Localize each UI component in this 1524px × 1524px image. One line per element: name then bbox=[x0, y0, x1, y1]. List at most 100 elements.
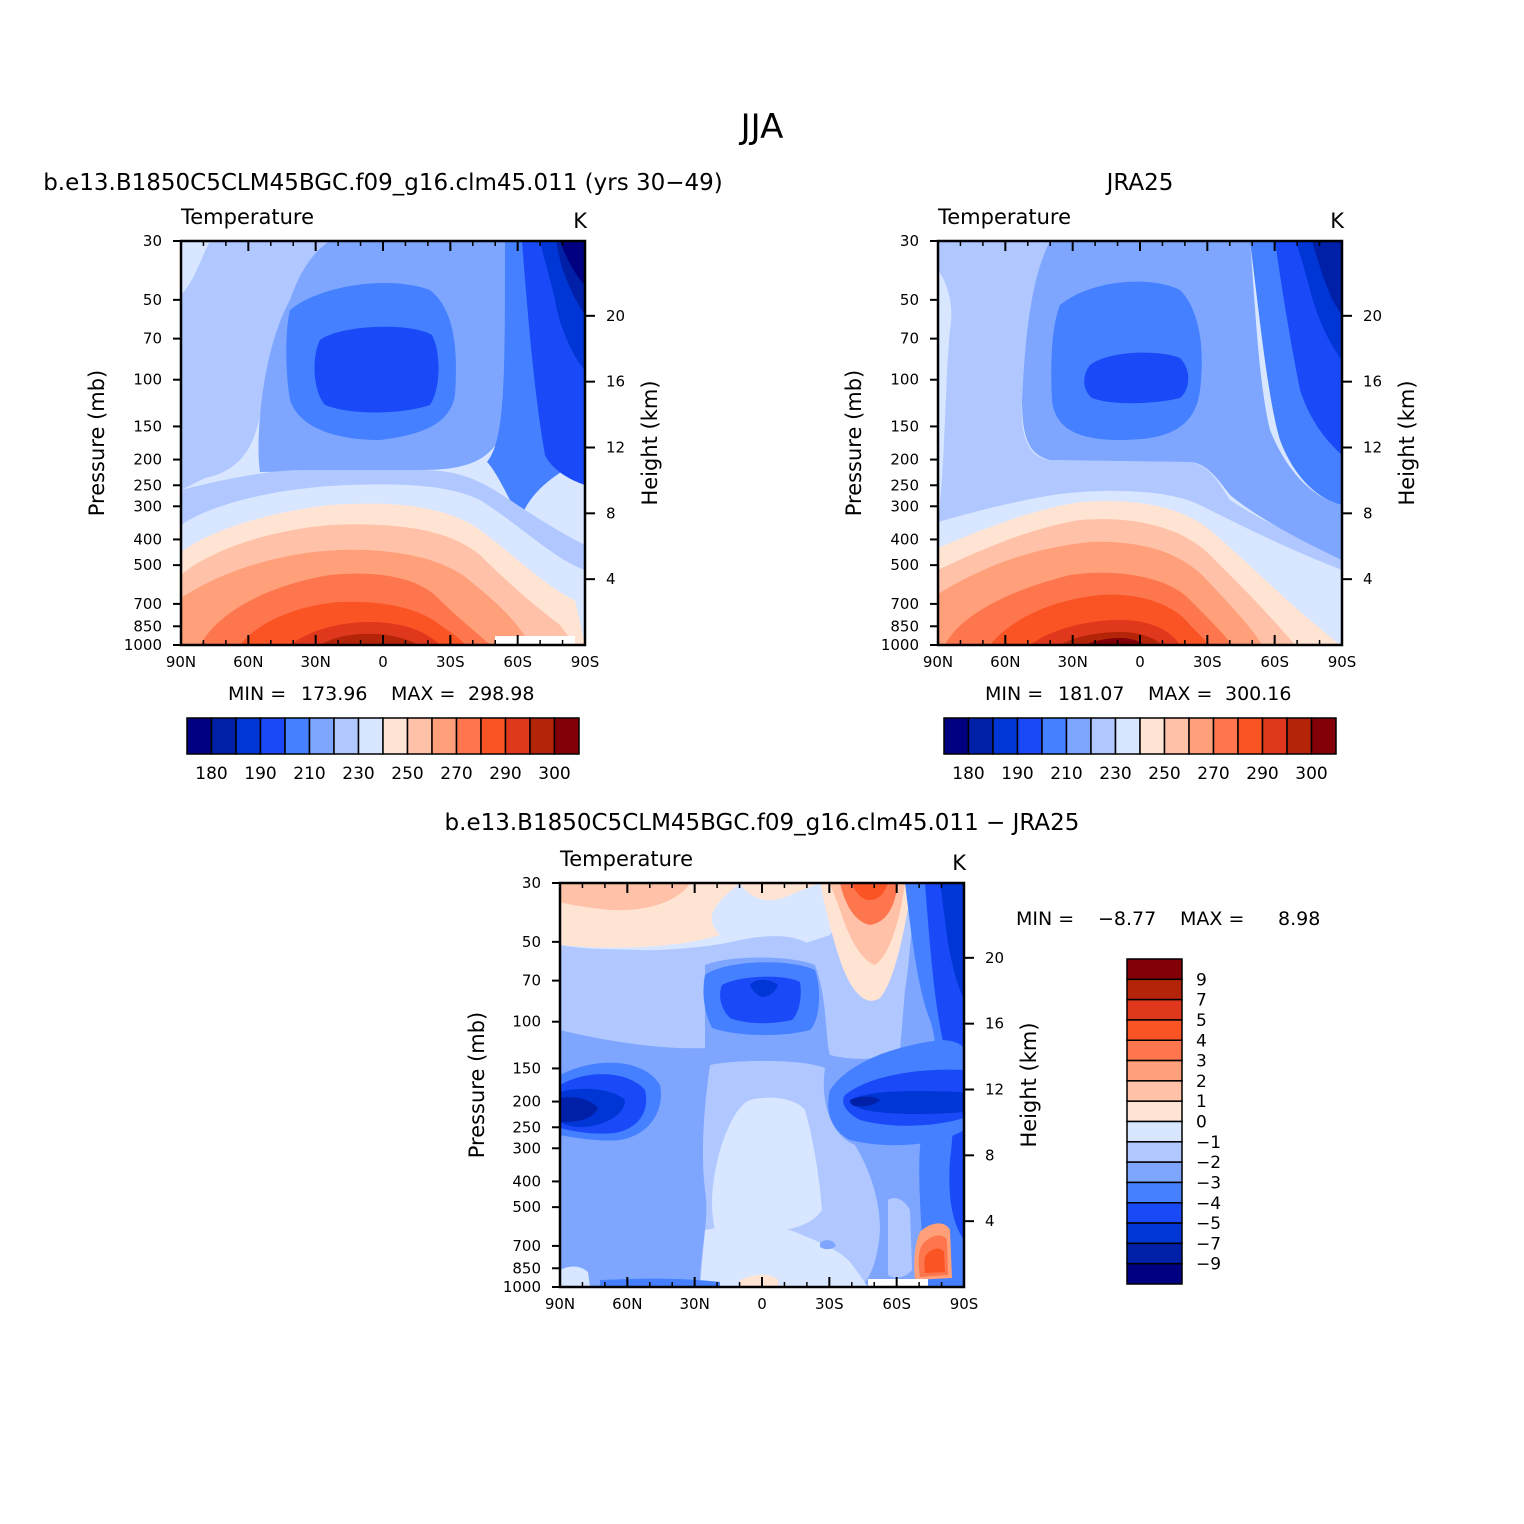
colorbar-box bbox=[480, 717, 507, 755]
x-tick-label: 30N bbox=[1058, 653, 1088, 671]
y-tick-label: 700 bbox=[133, 595, 162, 613]
panel-diff-min-label: MIN = bbox=[1016, 908, 1074, 930]
colorbar-box bbox=[1126, 1242, 1183, 1265]
x-tick-label: 90N bbox=[166, 653, 196, 671]
panel-obs-y2label: Height (km) bbox=[1395, 380, 1419, 505]
y-tick-label: 150 bbox=[133, 417, 162, 435]
y2-tick-label: 16 bbox=[985, 1015, 1004, 1033]
y2-tick-label: 8 bbox=[1363, 504, 1373, 522]
y-tick-label: 1000 bbox=[881, 636, 919, 654]
x-tick-label: 60S bbox=[882, 1295, 911, 1313]
y2-tick-label: 4 bbox=[606, 570, 616, 588]
y2-tick-label: 12 bbox=[606, 438, 625, 456]
colorbar-box bbox=[210, 717, 237, 755]
y-tick-label: 50 bbox=[900, 291, 919, 309]
y-tick-label: 1000 bbox=[124, 636, 162, 654]
y-tick-label: 500 bbox=[512, 1198, 541, 1216]
colorbar-label: 4 bbox=[1196, 1031, 1207, 1051]
y-tick-label: 300 bbox=[512, 1139, 541, 1157]
colorbar-box bbox=[1188, 717, 1215, 755]
y-tick-label: 250 bbox=[890, 476, 919, 494]
y-tick-label: 1000 bbox=[503, 1278, 541, 1296]
panel-diff-units: K bbox=[952, 851, 967, 875]
x-tick-label: 60N bbox=[990, 653, 1020, 671]
colorbar-box bbox=[1126, 1141, 1183, 1163]
panel-model-units: K bbox=[573, 209, 588, 233]
colorbar-label: 290 bbox=[1246, 764, 1278, 784]
colorbar-label: 7 bbox=[1196, 991, 1207, 1011]
y2-tick-label: 20 bbox=[1363, 307, 1382, 325]
colorbar-box bbox=[186, 717, 213, 755]
y-tick-label: 100 bbox=[890, 371, 919, 389]
x-tick-label: 60N bbox=[233, 653, 263, 671]
colorbar-box bbox=[1041, 717, 1068, 755]
colorbar-box bbox=[1114, 717, 1141, 755]
panel-obs-ticks: 90N 60N 30N 0 30S 60S 90S 30 50 70 100 150 200 250 300… bbox=[881, 232, 1382, 671]
y-tick-label: 70 bbox=[143, 330, 162, 348]
colorbar-box bbox=[1126, 1059, 1183, 1082]
y-tick-label: 50 bbox=[522, 933, 541, 951]
colorbar-box bbox=[1126, 1019, 1183, 1041]
colorbar-label: −9 bbox=[1196, 1255, 1221, 1275]
colorbar-box bbox=[1126, 1181, 1183, 1204]
colorbar-box bbox=[1126, 958, 1183, 981]
panel-diff-variable: Temperature bbox=[559, 847, 693, 871]
panel-model: b.e13.B1850C5CLM45BGC.f09_g16.clm45.011 … bbox=[43, 170, 723, 784]
panel-obs-max-value: 300.16 bbox=[1225, 683, 1291, 705]
y-tick-label: 850 bbox=[512, 1259, 541, 1277]
colorbar-box bbox=[1126, 1039, 1183, 1062]
figure-title: JJA bbox=[739, 107, 784, 147]
panel-model-ylabel: Pressure (mb) bbox=[85, 370, 109, 517]
colorbar-label: −2 bbox=[1196, 1153, 1221, 1173]
x-tick-label: 30S bbox=[1193, 653, 1222, 671]
panel-diff-max-value: 8.98 bbox=[1278, 908, 1320, 930]
x-tick-label: 30N bbox=[301, 653, 331, 671]
y-tick-label: 250 bbox=[512, 1118, 541, 1136]
colorbar-label: 190 bbox=[1001, 764, 1033, 784]
y-tick-label: 200 bbox=[890, 451, 919, 469]
colorbar-box bbox=[967, 717, 994, 755]
colorbar-label: 270 bbox=[440, 764, 472, 784]
y-tick-label: 30 bbox=[143, 232, 162, 250]
y-tick-label: 400 bbox=[133, 530, 162, 548]
x-tick-label: 90N bbox=[545, 1295, 575, 1313]
panel-obs-colorbar: 180 190 210 230 250 270 290 300 bbox=[943, 717, 1337, 784]
colorbar-box bbox=[1310, 717, 1337, 755]
colorbar-label: 1 bbox=[1196, 1092, 1207, 1112]
y-tick-label: 400 bbox=[890, 530, 919, 548]
colorbar-box bbox=[1212, 717, 1239, 755]
colorbar-box bbox=[943, 717, 970, 755]
colorbar-box bbox=[455, 717, 482, 755]
panel-diff-ylabel: Pressure (mb) bbox=[465, 1012, 489, 1159]
y-tick-label: 70 bbox=[522, 972, 541, 990]
y2-tick-label: 20 bbox=[606, 307, 625, 325]
colorbar-box bbox=[1126, 1161, 1183, 1184]
colorbar-box bbox=[1126, 1100, 1183, 1123]
colorbar-box bbox=[357, 717, 384, 755]
y2-tick-label: 4 bbox=[985, 1212, 995, 1230]
colorbar-box bbox=[1126, 1222, 1183, 1245]
panel-obs-max-label: MAX = bbox=[1148, 683, 1212, 705]
colorbar-box bbox=[333, 717, 360, 755]
y-tick-label: 300 bbox=[890, 497, 919, 515]
x-tick-label: 30N bbox=[680, 1295, 710, 1313]
colorbar-box bbox=[308, 717, 335, 755]
y-tick-label: 150 bbox=[512, 1059, 541, 1077]
colorbar-label: 230 bbox=[342, 764, 374, 784]
colorbar-box bbox=[1126, 978, 1183, 1001]
x-tick-label: 60S bbox=[1260, 653, 1289, 671]
panel-diff-ticks: 90N 60N 30N 0 30S 60S 90S 30 50 70 100 150 200 250 300… bbox=[503, 874, 1004, 1313]
colorbar-label: 2 bbox=[1196, 1072, 1207, 1092]
panel-model-variable: Temperature bbox=[180, 205, 314, 229]
y-tick-label: 100 bbox=[133, 371, 162, 389]
colorbar-box bbox=[1126, 998, 1183, 1021]
colorbar-box bbox=[529, 717, 556, 755]
colorbar-label: 210 bbox=[293, 764, 325, 784]
colorbar-box bbox=[1126, 1120, 1183, 1143]
colorbar-label: 290 bbox=[489, 764, 521, 784]
y-tick-label: 400 bbox=[512, 1172, 541, 1190]
y-tick-label: 30 bbox=[900, 232, 919, 250]
colorbar-label: −3 bbox=[1196, 1173, 1221, 1193]
y-tick-label: 700 bbox=[890, 595, 919, 613]
